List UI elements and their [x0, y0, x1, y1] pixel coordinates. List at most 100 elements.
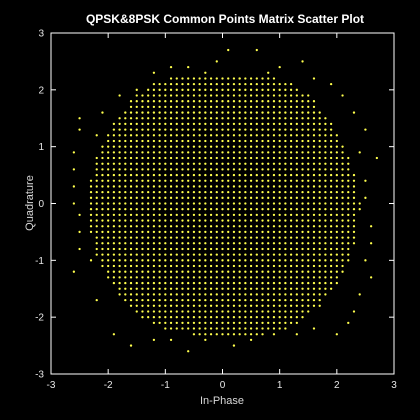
data-point: [141, 162, 144, 165]
data-point: [187, 156, 190, 160]
data-point: [221, 276, 224, 279]
data-point: [261, 253, 264, 256]
data-point: [295, 156, 298, 160]
data-point: [341, 264, 344, 268]
data-point: [267, 71, 270, 74]
data-point: [175, 151, 178, 154]
data-point: [238, 316, 241, 319]
data-point: [341, 168, 344, 171]
data-point: [301, 270, 304, 273]
data-point: [129, 190, 133, 194]
data-point: [164, 185, 167, 188]
data-point: [181, 145, 184, 148]
data-point: [295, 94, 298, 97]
data-point: [307, 151, 310, 154]
data-point: [295, 145, 298, 148]
data-point: [284, 316, 287, 319]
data-point: [135, 225, 138, 228]
data-point: [147, 293, 150, 296]
data-point: [312, 156, 316, 160]
data-point: [278, 225, 281, 228]
data-point: [347, 185, 350, 188]
data-point: [261, 236, 264, 239]
data-point: [209, 316, 213, 319]
data-point: [204, 202, 207, 205]
data-point: [301, 190, 304, 194]
data-point: [324, 139, 327, 143]
data-point: [244, 316, 247, 319]
data-point: [169, 173, 173, 177]
data-point: [135, 230, 138, 234]
data-point: [135, 88, 138, 91]
data-point: [301, 236, 304, 239]
data-point: [307, 94, 310, 97]
data-point: [295, 134, 298, 137]
data-point: [238, 117, 241, 120]
data-point: [272, 173, 276, 177]
data-point: [215, 321, 218, 324]
data-point: [227, 242, 230, 245]
data-point: [141, 316, 144, 319]
data-point: [238, 327, 241, 330]
data-point: [164, 208, 167, 211]
data-point: [272, 213, 276, 217]
data-point: [187, 179, 190, 182]
data-point: [227, 111, 230, 114]
data-point: [147, 179, 150, 182]
data-point: [284, 196, 287, 199]
data-point: [124, 253, 127, 256]
data-point: [272, 276, 276, 279]
data-point: [318, 162, 321, 165]
data-point: [312, 196, 316, 199]
x-tick-label: 1: [277, 380, 283, 391]
data-point: [347, 168, 350, 171]
data-point: [152, 117, 156, 120]
data-point: [209, 270, 213, 273]
data-point: [204, 134, 207, 137]
data-point: [175, 128, 178, 131]
data-point: [192, 139, 196, 143]
data-point: [107, 259, 110, 262]
data-point: [261, 270, 264, 273]
data-point: [244, 111, 247, 114]
data-point: [318, 264, 321, 268]
data-point: [192, 128, 196, 131]
data-point: [318, 111, 321, 114]
data-point: [192, 179, 196, 182]
data-point: [347, 196, 350, 199]
data-point: [289, 316, 293, 319]
data-point: [347, 190, 350, 194]
data-point: [175, 316, 178, 319]
data-point: [278, 316, 281, 319]
data-point: [324, 287, 327, 290]
data-point: [295, 293, 298, 296]
data-point: [267, 94, 270, 97]
data-point: [152, 111, 156, 114]
data-point: [152, 208, 156, 211]
data-point: [267, 287, 270, 290]
data-point: [129, 242, 133, 245]
data-point: [329, 219, 333, 222]
data-point: [187, 162, 190, 165]
data-point: [312, 77, 316, 80]
data-point: [221, 225, 224, 228]
data-point: [204, 196, 207, 199]
data-point: [209, 196, 213, 199]
data-point: [335, 162, 338, 165]
data-point: [209, 190, 213, 194]
y-tick-label: -1: [35, 256, 44, 267]
data-point: [255, 213, 258, 217]
data-point: [295, 105, 298, 109]
data-point: [175, 270, 178, 273]
data-point: [204, 77, 207, 80]
data-point: [215, 310, 218, 313]
data-point: [284, 219, 287, 222]
data-point: [238, 242, 241, 245]
data-point: [278, 327, 281, 330]
data-point: [192, 333, 196, 336]
data-point: [272, 111, 276, 114]
data-point: [244, 236, 247, 239]
data-point: [244, 128, 247, 131]
data-point: [295, 236, 298, 239]
data-point: [238, 333, 241, 336]
